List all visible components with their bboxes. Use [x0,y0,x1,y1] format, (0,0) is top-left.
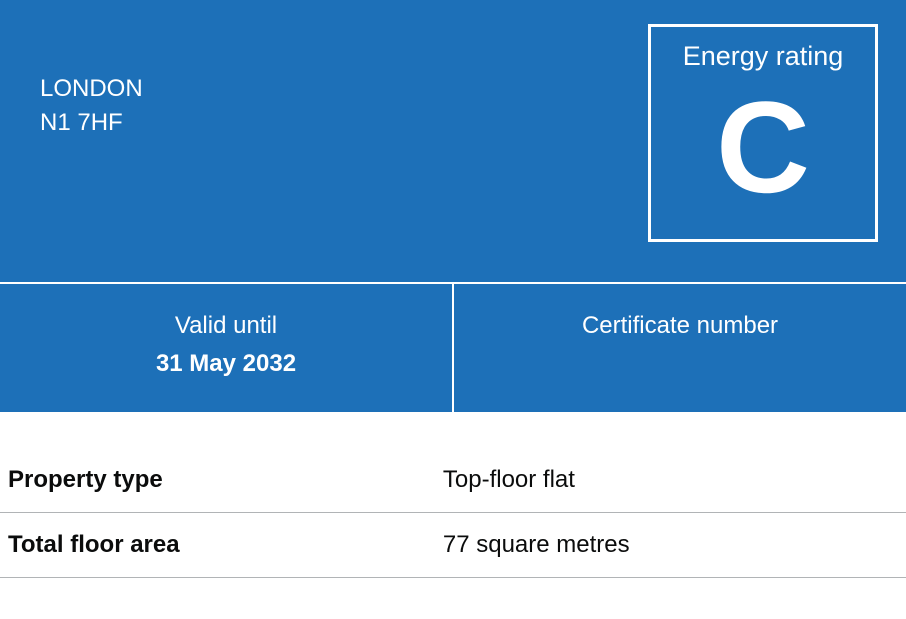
address-block: LONDON N1 7HF [40,24,143,139]
header-panel: LONDON N1 7HF Energy rating C [0,0,906,282]
certificate-number-label: Certificate number [464,312,896,340]
certificate-number-cell: Certificate number [454,282,906,412]
floor-area-label: Total floor area [0,513,435,578]
table-row: Total floor area 77 square metres [0,513,906,578]
energy-rating-label: Energy rating [651,41,875,72]
property-type-label: Property type [0,448,435,513]
address-postcode: N1 7HF [40,106,143,140]
valid-until-label: Valid until [10,312,442,340]
property-type-value: Top-floor flat [435,448,906,513]
info-row: Valid until 31 May 2032 Certificate numb… [0,282,906,412]
valid-until-cell: Valid until 31 May 2032 [0,282,454,412]
floor-area-value: 77 square metres [435,513,906,578]
valid-until-date: 31 May 2032 [10,350,442,378]
table-row: Property type Top-floor flat [0,448,906,513]
energy-certificate: LONDON N1 7HF Energy rating C Valid unti… [0,0,906,578]
energy-rating-box: Energy rating C [648,24,878,242]
energy-rating-letter: C [651,76,875,219]
address-city: LONDON [40,72,143,106]
details-table: Property type Top-floor flat Total floor… [0,448,906,578]
